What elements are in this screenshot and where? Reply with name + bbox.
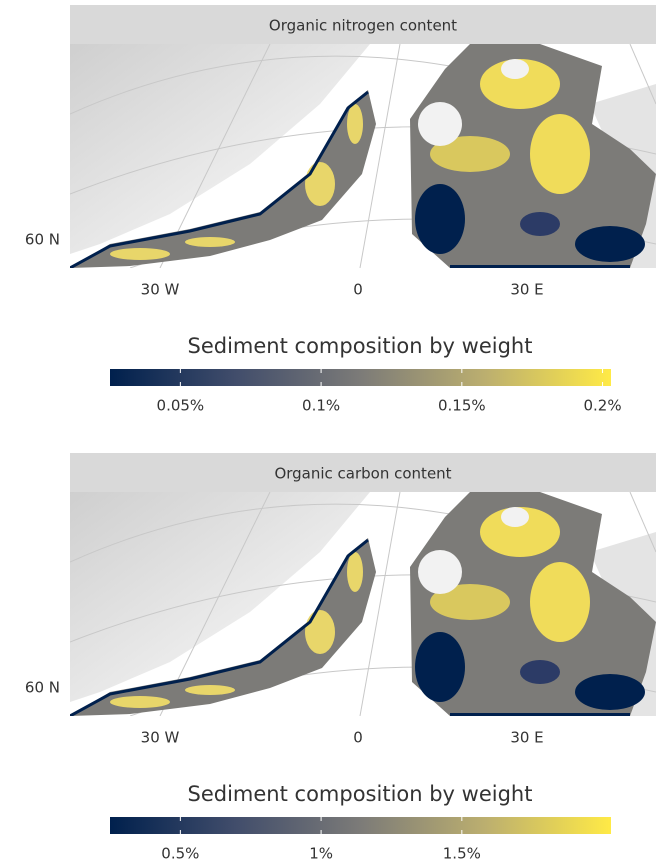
lon-label: 0 [353, 281, 363, 299]
map-panel: Organic carbon content 60 N 30 W 0 30 E Sedim… [25, 453, 656, 863]
legend-title: Sediment composition by weight [188, 334, 533, 358]
panel-title: Organic nitrogen content [269, 17, 457, 35]
colorbar-tick-label: 1% [309, 845, 333, 863]
lon-label: 30 E [510, 729, 543, 747]
colorbar-tick-label: 1.5% [443, 845, 481, 863]
map-panel: Organic nitrogen content 60 N 30 W 0 30 E Sed… [25, 5, 656, 415]
figure: Organic nitrogen content 60 N 30 W 0 30 E Sed… [0, 0, 656, 863]
colorbar [110, 817, 611, 834]
colorbar-tick-label: 0.5% [161, 845, 199, 863]
lon-label: 30 E [510, 281, 543, 299]
legend-title: Sediment composition by weight [188, 782, 533, 806]
colorbar-tick-label: 0.15% [438, 397, 486, 415]
colorbar-tick-label: 0.1% [302, 397, 340, 415]
colorbar-tick-label: 0.05% [157, 397, 205, 415]
map [70, 492, 656, 716]
map [70, 44, 656, 268]
lon-label: 0 [353, 729, 363, 747]
colorbar [110, 369, 611, 386]
colorbar-tick-label: 0.2% [584, 397, 622, 415]
lon-label: 30 W [141, 281, 180, 299]
page: Organic nitrogen content 60 N 30 W 0 30 E Sed… [0, 0, 656, 867]
lon-label: 30 W [141, 729, 180, 747]
lat-label: 60 N [25, 679, 60, 697]
panel-title: Organic carbon content [274, 465, 451, 483]
lat-label: 60 N [25, 231, 60, 249]
